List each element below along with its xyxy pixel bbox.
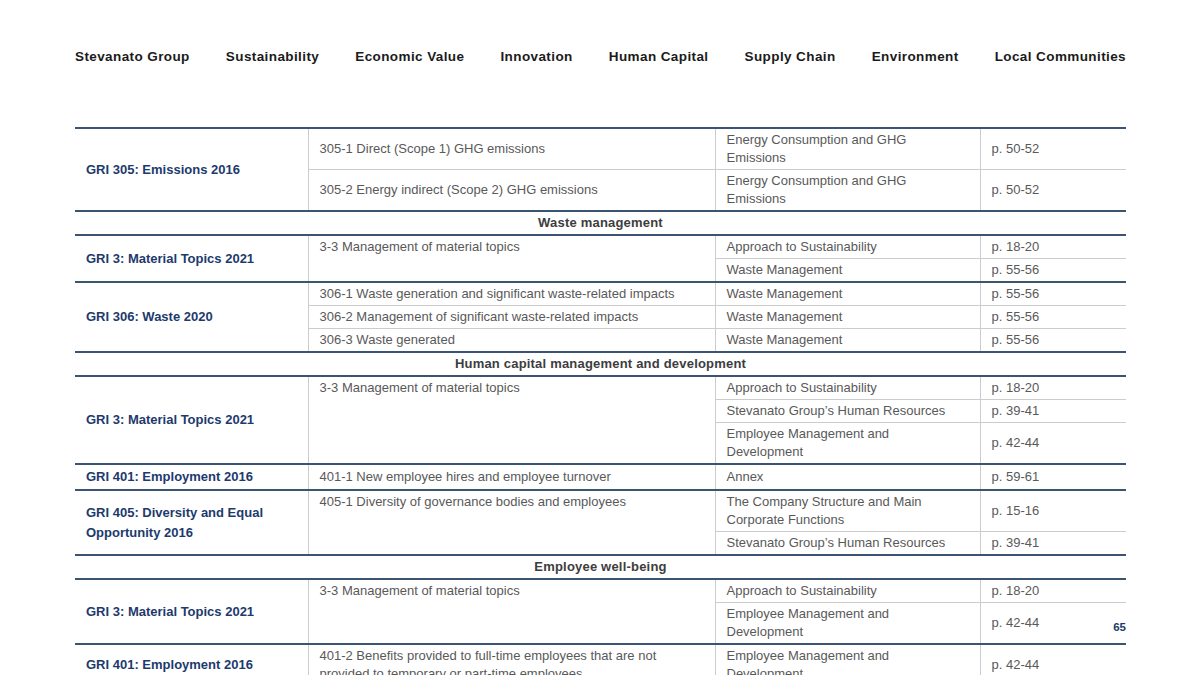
page-cell: p. 15-16	[980, 490, 1126, 532]
disclosure-cell: 305-1 Direct (Scope 1) GHG emissions	[308, 128, 715, 170]
nav-item-economic-value[interactable]: Economic Value	[355, 49, 464, 64]
nav-item-supply-chain[interactable]: Supply Chain	[745, 49, 836, 64]
disclosure-cell: 401-1 New employee hires and employee tu…	[308, 464, 715, 490]
section-header: Human capital management and development	[75, 352, 1126, 376]
page-cell: p. 55-56	[980, 306, 1126, 329]
location-cell: Stevanato Group’s Human Resources	[715, 532, 980, 556]
disclosure-cell: 405-1 Diversity of governance bodies and…	[308, 490, 715, 555]
page-cell: p. 18-20	[980, 579, 1126, 603]
section-header-row: Employee well-being	[75, 555, 1126, 579]
table-row: GRI 3: Material Topics 20213-3 Managemen…	[75, 376, 1126, 400]
gri-standard-cell: GRI 3: Material Topics 2021	[75, 235, 308, 282]
disclosure-cell: 401-2 Benefits provided to full-time emp…	[308, 644, 715, 675]
disclosure-cell: 3-3 Management of material topics	[308, 235, 715, 282]
page-cell: p. 55-56	[980, 259, 1126, 283]
section-header-row: Waste management	[75, 211, 1126, 235]
page-cell: p. 18-20	[980, 376, 1126, 400]
disclosure-cell: 305-2 Energy indirect (Scope 2) GHG emis…	[308, 170, 715, 212]
table-row: GRI 305: Emissions 2016305-1 Direct (Sco…	[75, 128, 1126, 170]
location-cell: Waste Management	[715, 282, 980, 306]
nav-item-innovation[interactable]: Innovation	[500, 49, 572, 64]
section-header: Waste management	[75, 211, 1126, 235]
disclosure-cell: 306-3 Waste generated	[308, 329, 715, 353]
page-cell: p. 39-41	[980, 400, 1126, 423]
gri-standard-cell: GRI 405: Diversity and Equal Opportunity…	[75, 490, 308, 555]
location-cell: Waste Management	[715, 306, 980, 329]
gri-standard-cell: GRI 401: Employment 2016	[75, 644, 308, 675]
table-row: GRI 306: Waste 2020306-1 Waste generatio…	[75, 282, 1126, 306]
nav-item-sustainability[interactable]: Sustainability	[226, 49, 319, 64]
nav-item-stevanato-group[interactable]: Stevanato Group	[75, 49, 190, 64]
section-header: Employee well-being	[75, 555, 1126, 579]
gri-standard-cell: GRI 306: Waste 2020	[75, 282, 308, 352]
location-cell: Approach to Sustainability	[715, 376, 980, 400]
table-row: GRI 401: Employment 2016401-1 New employ…	[75, 464, 1126, 490]
disclosure-cell: 306-2 Management of significant waste-re…	[308, 306, 715, 329]
disclosure-cell: 3-3 Management of material topics	[308, 579, 715, 644]
section-header-row: Human capital management and development	[75, 352, 1126, 376]
nav-item-human-capital[interactable]: Human Capital	[609, 49, 709, 64]
table-row: GRI 405: Diversity and Equal Opportunity…	[75, 490, 1126, 532]
gri-standard-cell: GRI 3: Material Topics 2021	[75, 376, 308, 464]
page-number: 65	[1113, 621, 1126, 633]
page-cell: p. 55-56	[980, 282, 1126, 306]
gri-content-index-table: GRI 305: Emissions 2016305-1 Direct (Sco…	[75, 127, 1126, 675]
nav-item-environment[interactable]: Environment	[872, 49, 959, 64]
table-row: GRI 3: Material Topics 20213-3 Managemen…	[75, 579, 1126, 603]
header-nav: Stevanato Group Sustainability Economic Va…	[75, 49, 1126, 64]
gri-standard-cell: GRI 3: Material Topics 2021	[75, 579, 308, 644]
location-cell: Waste Management	[715, 259, 980, 283]
location-cell: Waste Management	[715, 329, 980, 353]
gri-standard-cell: GRI 401: Employment 2016	[75, 464, 308, 490]
page-cell: p. 55-56	[980, 329, 1126, 353]
location-cell: Annex	[715, 464, 980, 490]
gri-standard-cell: GRI 305: Emissions 2016	[75, 128, 308, 211]
page-cell: p. 50-52	[980, 170, 1126, 212]
location-cell: Approach to Sustainability	[715, 235, 980, 259]
page-cell: p. 50-52	[980, 128, 1126, 170]
page-cell: p. 39-41	[980, 532, 1126, 556]
disclosure-cell: 3-3 Management of material topics	[308, 376, 715, 464]
table-row: GRI 3: Material Topics 20213-3 Managemen…	[75, 235, 1126, 259]
page-cell: p. 42-44	[980, 603, 1126, 645]
location-cell: The Company Structure and Main Corporate…	[715, 490, 980, 532]
disclosure-cell: 306-1 Waste generation and significant w…	[308, 282, 715, 306]
nav-item-local-communities[interactable]: Local Communities	[995, 49, 1126, 64]
page-cell: p. 42-44	[980, 423, 1126, 465]
location-cell: Stevanato Group’s Human Resources	[715, 400, 980, 423]
gri-table-body: GRI 305: Emissions 2016305-1 Direct (Sco…	[75, 128, 1126, 675]
table-row: GRI 401: Employment 2016401-2 Benefits p…	[75, 644, 1126, 675]
location-cell: Employee Management and Development	[715, 644, 980, 675]
location-cell: Approach to Sustainability	[715, 579, 980, 603]
location-cell: Energy Consumption and GHG Emissions	[715, 128, 980, 170]
location-cell: Employee Management and Development	[715, 603, 980, 645]
location-cell: Energy Consumption and GHG Emissions	[715, 170, 980, 212]
page-cell: p. 18-20	[980, 235, 1126, 259]
location-cell: Employee Management and Development	[715, 423, 980, 465]
page-cell: p. 42-44	[980, 644, 1126, 675]
page-cell: p. 59-61	[980, 464, 1126, 490]
